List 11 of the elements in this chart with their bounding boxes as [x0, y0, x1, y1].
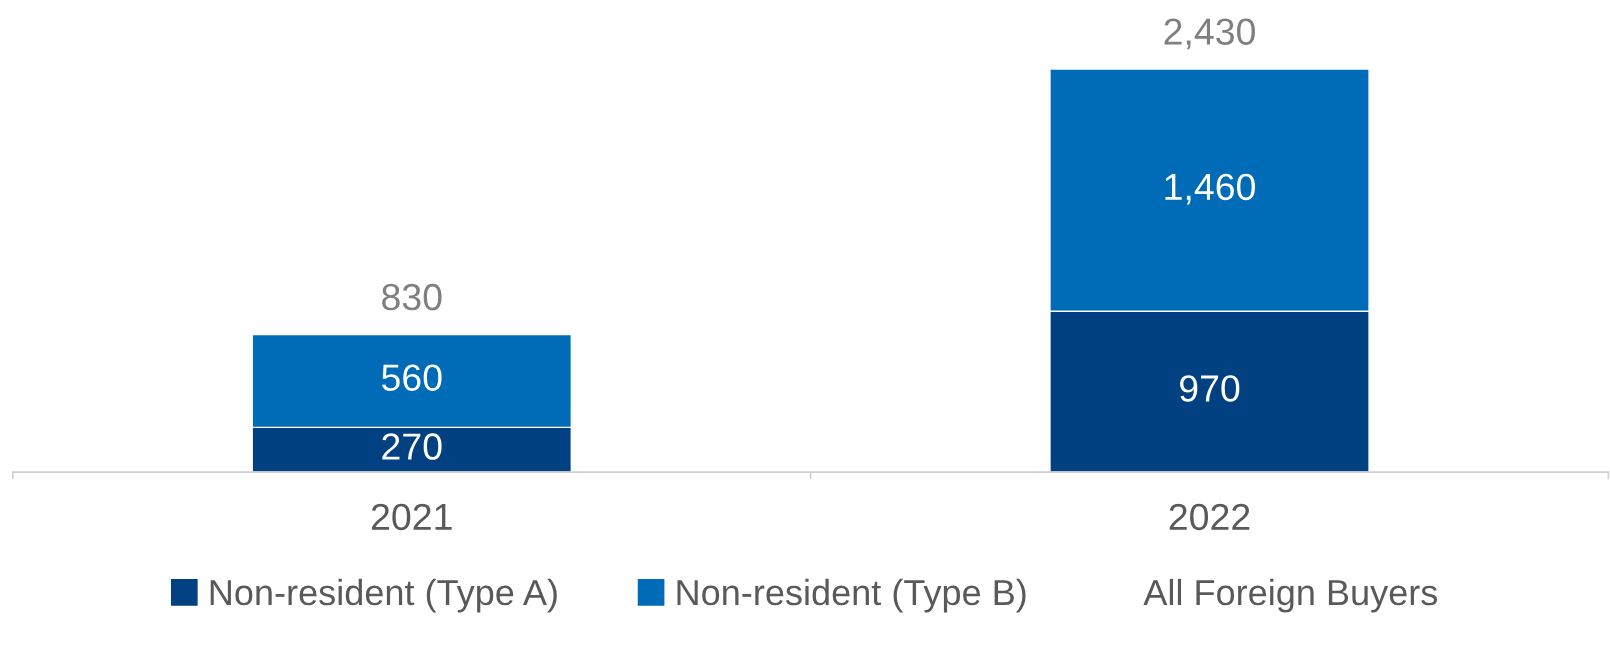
legend-label: Non-resident (Type A)	[210, 578, 557, 613]
text: All Foreign Buyers	[1143, 578, 1438, 613]
data-label: 970	[1179, 375, 1240, 402]
x-tick-label: 2021	[371, 503, 452, 531]
legend-label: Non-resident (Type B)	[677, 578, 1026, 613]
data-label: 270	[382, 433, 442, 460]
data-label: 560	[381, 364, 442, 391]
total-label: 2,430	[1164, 18, 1255, 50]
x-tick-label: 2022	[1169, 503, 1250, 531]
data-label: 1,460	[1165, 173, 1255, 205]
total-label: 830	[382, 283, 442, 311]
